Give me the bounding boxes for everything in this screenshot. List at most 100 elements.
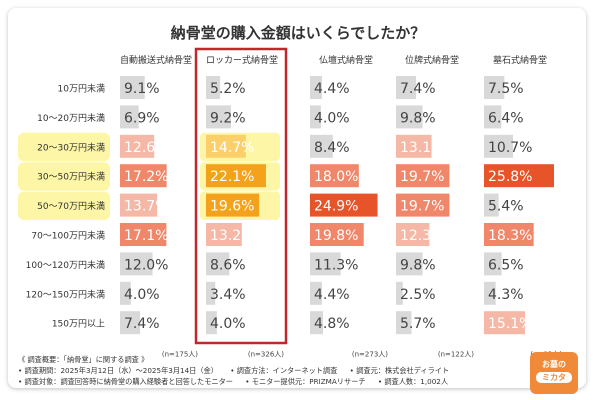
value-label: 12.3% bbox=[400, 228, 444, 244]
value-label: 11.3% bbox=[314, 257, 358, 273]
value-label: 6.5% bbox=[488, 257, 524, 273]
value-label: 4.8% bbox=[314, 316, 350, 332]
bar bbox=[310, 76, 322, 99]
value-label: 6.4% bbox=[488, 110, 524, 126]
value-label: 2.5% bbox=[400, 287, 436, 303]
bar bbox=[396, 105, 423, 129]
row-label-highlight bbox=[18, 132, 110, 162]
value-label: 19.8% bbox=[314, 228, 358, 244]
bar bbox=[206, 105, 231, 129]
bar bbox=[484, 164, 554, 188]
bar bbox=[206, 223, 242, 246]
value-label: 12.0% bbox=[124, 257, 168, 273]
sample-size-label: (n=122人) bbox=[438, 351, 474, 359]
value-label: 4.0% bbox=[210, 316, 246, 332]
bar bbox=[120, 76, 145, 99]
bar bbox=[396, 252, 423, 276]
value-label: 14.7% bbox=[210, 140, 254, 156]
value-label: 3.4% bbox=[210, 287, 246, 303]
bar bbox=[120, 281, 131, 305]
bar bbox=[310, 223, 364, 246]
bar bbox=[310, 281, 322, 305]
sample-size-label: (n=175人) bbox=[162, 351, 198, 359]
value-label: 5.2% bbox=[210, 81, 246, 97]
sample-size-label: (n=326人) bbox=[248, 351, 284, 359]
value-label: 19.7% bbox=[400, 199, 444, 215]
value-label: 13.1% bbox=[400, 140, 444, 156]
value-label: 24.9% bbox=[314, 199, 358, 215]
value-label: 13.2% bbox=[210, 228, 254, 244]
bar bbox=[310, 105, 321, 129]
bar bbox=[310, 252, 341, 276]
series-header: 位牌式納骨堂 bbox=[405, 54, 459, 66]
bar bbox=[484, 76, 505, 99]
logo-line-1: お墓の bbox=[542, 360, 566, 369]
value-label: 5.7% bbox=[400, 316, 436, 332]
bar bbox=[206, 281, 216, 305]
value-label: 7.4% bbox=[124, 316, 160, 332]
survey-footer: 《 調査概要：「納骨堂」に関する調査 》 • 調査期間：2025年3月12日（水… bbox=[18, 354, 488, 387]
row-label: 10～20万円未満 bbox=[37, 112, 105, 124]
value-label: 13.7% bbox=[124, 199, 168, 215]
footer-target: • 調査対象：調査回答時に納骨堂の購入経験者と回答したモニター bbox=[18, 377, 233, 386]
value-label: 4.4% bbox=[314, 287, 350, 303]
bar bbox=[484, 281, 496, 305]
value-label: 18.3% bbox=[488, 228, 532, 244]
value-label: 22.1% bbox=[210, 169, 254, 185]
footer-source: • 調査元：株式会社ディライト bbox=[349, 366, 450, 375]
value-label: 17.2% bbox=[124, 169, 168, 185]
footer-provider: • モニター提供元：PRIZMAリサーチ bbox=[245, 377, 366, 386]
series-header: 墓石式納骨堂 bbox=[493, 54, 547, 66]
bar bbox=[310, 193, 378, 217]
footer-method: • 調査方法：インターネット調査 bbox=[230, 366, 338, 375]
row-label: 150万円以上 bbox=[52, 319, 105, 330]
bar bbox=[484, 134, 514, 158]
row-label: 70～100万円未満 bbox=[31, 230, 105, 242]
bar bbox=[484, 105, 502, 129]
bar bbox=[206, 252, 230, 276]
value-label: 4.4% bbox=[314, 81, 350, 97]
value-label: 12.6% bbox=[124, 140, 168, 156]
bar bbox=[484, 252, 502, 276]
value-label: 9.1% bbox=[124, 81, 160, 97]
series-header: ロッカー式納骨堂 bbox=[206, 54, 278, 66]
value-label: 4.3% bbox=[488, 287, 524, 303]
value-label: 8.6% bbox=[210, 257, 246, 273]
value-label: 19.7% bbox=[400, 169, 444, 185]
bar bbox=[310, 164, 359, 188]
row-label: 10万円未満 bbox=[58, 83, 105, 95]
row-label-highlight bbox=[18, 162, 110, 191]
value-label: 8.4% bbox=[314, 140, 350, 156]
bar bbox=[120, 193, 158, 217]
value-label: 15.1% bbox=[488, 316, 532, 332]
row-label: 100～120万円未満 bbox=[26, 259, 105, 271]
row-label: 30～50万円未満 bbox=[37, 171, 105, 183]
chart-title: 納骨堂の購入金額はいくらでしたか？ bbox=[170, 24, 426, 42]
footer-count: • 調査人数：1,002人 bbox=[377, 377, 449, 386]
bar bbox=[396, 134, 432, 158]
row-label-highlight bbox=[18, 191, 110, 220]
footer-heading: 《 調査概要：「納骨堂」に関する調査 》 bbox=[18, 355, 149, 364]
value-label: 17.1% bbox=[124, 228, 168, 244]
bar bbox=[206, 311, 217, 335]
value-label: 10.7% bbox=[488, 140, 532, 156]
row-label: 120～150万円未満 bbox=[26, 288, 105, 300]
value-label: 18.0% bbox=[314, 169, 358, 185]
bar bbox=[484, 193, 499, 217]
bar bbox=[206, 164, 266, 188]
bar bbox=[120, 311, 141, 335]
bar bbox=[120, 223, 167, 246]
bar bbox=[120, 252, 153, 276]
value-label: 4.0% bbox=[314, 110, 350, 126]
footer-line-1: • 調査期間：2025年3月12日（水）～2025年3月14日（金） • 調査方… bbox=[18, 365, 488, 376]
value-label: 7.5% bbox=[488, 81, 524, 97]
value-label: 9.8% bbox=[400, 257, 436, 273]
bar bbox=[310, 134, 333, 158]
bar bbox=[206, 134, 246, 158]
bar bbox=[120, 105, 139, 129]
bar bbox=[396, 223, 430, 246]
value-label: 6.9% bbox=[124, 110, 160, 126]
bar bbox=[120, 134, 155, 158]
value-label: 9.2% bbox=[210, 110, 246, 126]
value-label: 7.4% bbox=[400, 81, 436, 97]
